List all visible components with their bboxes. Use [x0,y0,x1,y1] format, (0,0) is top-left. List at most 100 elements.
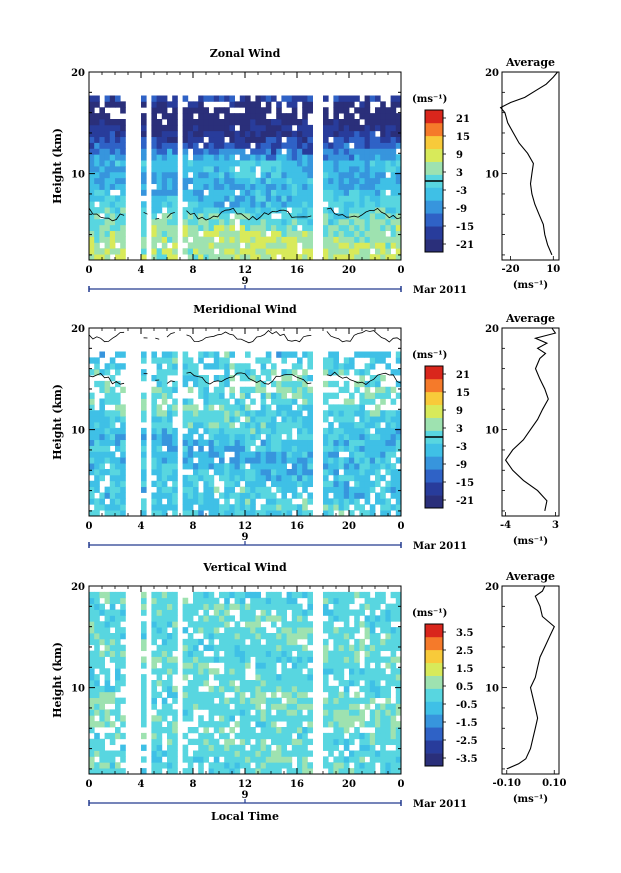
heatmap-cell [213,615,220,622]
heatmap-cell [364,674,371,681]
heatmap-cell [89,492,95,499]
heatmap-cell [328,721,334,728]
heatmap-cell [265,189,272,196]
heatmap-cell [234,744,241,751]
heatmap-cell [239,124,246,132]
heatmap-cell [234,160,241,167]
heatmap-cell [245,768,251,775]
heatmap-cell [120,597,126,605]
heatmap-cell [99,124,105,132]
heatmap-cell [369,166,376,173]
heatmap-cell [291,738,298,746]
heatmap-cell [99,697,105,704]
heatmap-cell [203,124,209,132]
heatmap-cell [187,633,194,640]
heatmap-cell [198,357,204,364]
heatmap-cell [286,750,293,757]
heatmap-cell [198,469,204,476]
heatmap-cell [349,469,355,476]
heatmap-cell [375,171,381,179]
heatmap-cell [380,597,386,605]
heatmap-cell [156,369,163,376]
heatmap-cell [338,750,345,757]
heatmap-cell [229,685,235,693]
heatmap-cell [234,621,241,628]
heatmap-cell [245,224,251,232]
heatmap-cell [245,656,251,663]
heatmap-cell [338,207,345,214]
heatmap-cell [380,207,386,214]
x-tick-label: 4 [138,779,145,790]
heatmap-cell [343,101,350,108]
heatmap-cell [271,750,277,757]
heatmap-cell [250,457,256,464]
heatmap-cell [307,433,313,441]
heatmap-cell [281,451,287,458]
heatmap-cell [250,703,256,710]
heatmap-cell [323,463,329,470]
heatmap-cell [172,685,178,693]
heatmap-cell [302,207,308,214]
heatmap-cell [328,124,334,132]
heatmap-cell [104,427,111,435]
heatmap-cell [193,510,199,517]
heatmap-cell [104,242,111,249]
heatmap-cell [161,656,168,663]
heatmap-cell [307,609,313,616]
heatmap-cell [229,422,235,429]
heatmap-cell [276,195,282,202]
heatmap-cell [307,207,313,214]
heatmap-cell [255,633,261,640]
heatmap-cell [141,113,147,120]
heatmap-cell [94,380,100,388]
heatmap-cell [239,703,246,710]
heatmap-cell [349,439,355,446]
heatmap-cell [229,709,235,716]
heatmap-cell [172,113,178,120]
heatmap-cell [343,474,350,482]
heatmap-cell [359,469,365,476]
heatmap-cell [156,504,163,511]
heatmap-cell [250,136,256,143]
heatmap-cell [104,469,111,476]
heatmap-cell [328,422,334,429]
heatmap-cell [343,130,350,138]
heatmap-cell [359,218,365,226]
heatmap-cell [364,451,371,458]
heatmap-cell [219,715,225,722]
heatmap-cell [286,130,293,138]
heatmap-cell [151,427,157,435]
heatmap-cell [291,410,298,417]
heatmap-cell [141,254,147,261]
heatmap-cell [89,201,95,208]
heatmap-cell [172,697,178,704]
heatmap-cell [343,715,350,722]
heatmap-cell [328,433,334,441]
heatmap-cell [302,697,308,704]
heatmap-cell [359,480,365,488]
heatmap-cell [265,351,272,358]
heatmap-cell [161,427,168,435]
heatmap-cell [94,230,100,237]
heatmap-cell [224,650,230,657]
heatmap-cell [364,469,371,476]
heatmap-cell [307,750,313,757]
panel-title: Vertical Wind [202,561,287,574]
heatmap-cell [156,363,163,370]
heatmap-cell [349,119,355,126]
heatmap-cell [265,392,272,399]
heatmap-cell [349,680,355,687]
heatmap-cell [104,492,111,499]
heatmap-cell [390,445,397,452]
heatmap-cell [115,166,121,173]
heatmap-cell [349,591,355,599]
heatmap-cell [94,218,100,226]
heatmap-cell [349,498,355,505]
heatmap-cell [213,422,220,429]
heatmap-cell [359,744,365,751]
heatmap-cell [99,351,105,358]
heatmap-cell [307,107,313,114]
heatmap-cell [94,662,100,669]
heatmap-cell [198,750,204,757]
heatmap-cell [395,633,402,640]
